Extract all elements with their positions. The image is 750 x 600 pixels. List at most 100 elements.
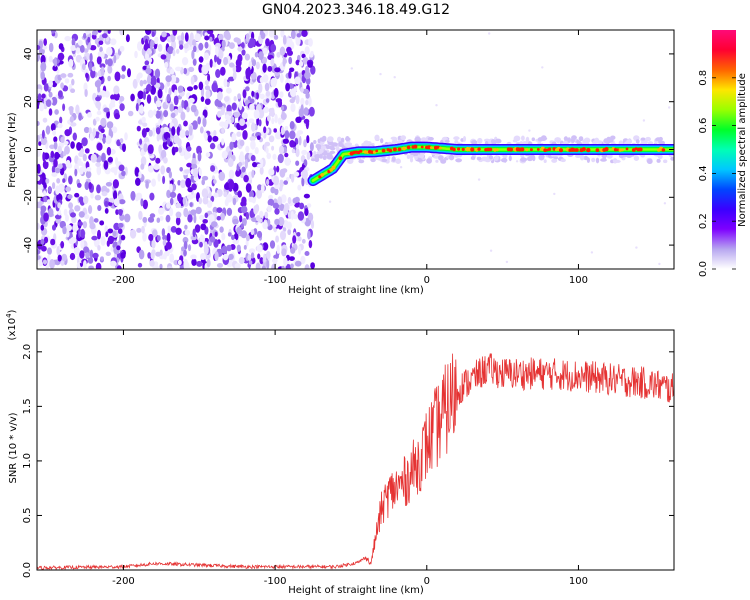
halo-blob [538,154,545,161]
noise-blob [250,140,256,150]
faint-dot [515,160,519,163]
noise-blob [65,214,69,222]
noise-blob [256,230,263,239]
noise-blob [171,126,176,136]
noise-blob [273,254,279,260]
noise-blob [132,78,138,89]
halo-blob [551,158,558,163]
noise-blob [186,106,190,113]
halo-blob [481,156,488,162]
noise-blob [170,112,176,119]
noise-blob [281,105,284,111]
noise-blob [106,146,112,156]
noise-blob [58,163,63,169]
noise-blob [209,36,213,42]
noise-blob [101,33,108,39]
noise-blob [40,224,45,231]
noise-blob [41,129,45,139]
noise-blob [60,136,65,143]
noise-blob [85,30,91,35]
noise-blob [191,49,195,60]
noise-blob [213,179,217,185]
noise-blob [199,214,205,221]
noise-blob [238,100,243,111]
noise-blob [175,216,181,226]
noise-blob [300,97,305,106]
noise-blob [251,90,255,97]
faint-dot [435,104,438,107]
noise-blob [146,84,152,92]
noise-blob [252,161,257,168]
ridge-peak [420,145,424,149]
noise-blob [263,106,269,114]
halo-blob [633,155,640,161]
noise-blob [243,174,249,183]
noise-blob [40,137,48,146]
noise-blob [128,110,134,117]
noise-blob [154,68,161,79]
noise-blob [163,252,168,260]
noise-blob [190,235,197,241]
noise-blob [223,30,231,40]
noise-blob [107,58,113,67]
noise-blob [63,192,67,199]
noise-blob [67,194,73,200]
noise-blob [121,170,126,177]
noise-blob [169,253,175,263]
halo-blob [345,136,350,142]
noise-blob [268,135,275,143]
faint-dot [635,246,638,249]
noise-blob [255,92,259,100]
noise-blob [298,108,304,118]
noise-blob [165,241,172,250]
noise-blob [78,112,82,121]
noise-blob [248,260,253,265]
noise-blob [113,198,120,207]
noise-blob [162,239,167,247]
noise-blob [245,72,251,80]
noise-blob [183,249,187,257]
noise-blob [308,240,313,249]
noise-blob [186,86,194,92]
noise-blob [59,167,65,176]
noise-blob [297,184,302,191]
halo-blob [335,145,340,152]
noise-blob [197,152,202,162]
noise-blob [266,152,272,160]
halo-blob [527,157,533,162]
noise-blob [223,96,230,102]
noise-blob [270,77,277,88]
noise-blob [37,249,41,255]
noise-blob [146,74,152,85]
noise-blob [181,99,185,109]
noise-blob [89,52,93,63]
noise-blob [145,67,152,75]
noise-blob [264,211,269,219]
noise-blob [224,198,229,207]
noise-blob [295,116,302,124]
noise-blob [94,38,100,45]
noise-blob [294,260,302,267]
snr-x-tick-label: -200 [112,576,135,587]
noise-blob [191,183,197,191]
noise-blob [228,151,233,158]
halo-blob [453,136,460,141]
noise-blob [137,262,143,268]
noise-blob [195,206,202,215]
noise-blob [226,207,233,216]
noise-blob [210,165,216,172]
noise-blob [96,110,102,116]
spectrogram-ridge [307,141,674,187]
noise-blob [90,153,98,163]
noise-blob [94,80,102,88]
faint-dot [663,202,667,205]
noise-blob [310,262,315,269]
faint-dot [553,192,556,196]
halo-blob [381,158,388,163]
ridge-peak [461,147,465,151]
noise-blob [54,214,62,220]
colorbar-label: Normalized spectral amplitude [737,73,748,227]
noise-blob [206,259,211,268]
noise-blob [80,228,85,239]
noise-blob [291,148,296,154]
